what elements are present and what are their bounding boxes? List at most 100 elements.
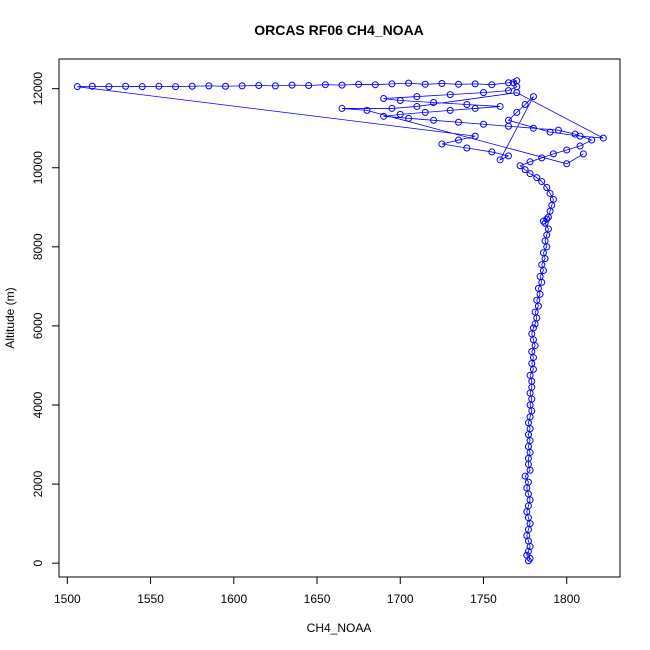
data-point: [221, 82, 229, 90]
data-point: [524, 478, 532, 486]
data-point: [504, 79, 512, 87]
data-point: [579, 150, 587, 158]
data-point: [488, 148, 496, 156]
data-point: [446, 91, 454, 99]
y-tick-label: 2000: [31, 470, 45, 497]
data-point: [524, 547, 532, 555]
data-point: [496, 102, 504, 110]
x-axis: 1500 1550 1600 1650 1700 1750 1800: [54, 576, 580, 606]
data-point: [521, 100, 529, 108]
data-point: [549, 195, 557, 203]
data-point: [205, 82, 213, 90]
data-point: [88, 82, 96, 90]
data-point: [526, 371, 534, 379]
data-point: [105, 83, 113, 91]
data-point: [534, 284, 542, 292]
data-point: [438, 140, 446, 148]
x-tick-label: 1500: [54, 592, 81, 606]
data-point: [513, 89, 521, 97]
data-point: [521, 166, 529, 174]
data-point: [122, 82, 130, 90]
data-point: [521, 472, 529, 480]
data-point: [338, 104, 346, 112]
data-point: [338, 81, 346, 89]
data-point: [363, 106, 371, 114]
data-point: [380, 95, 388, 103]
data-point: [430, 116, 438, 124]
data-point: [563, 146, 571, 154]
data-point: [546, 128, 554, 136]
data-point: [529, 93, 537, 101]
data-point: [455, 136, 463, 144]
data-point: [255, 81, 263, 89]
data-point: [463, 100, 471, 108]
data-point: [405, 114, 413, 122]
data-point: [430, 98, 438, 106]
x-tick-label: 1750: [470, 592, 497, 606]
x-tick-label: 1600: [220, 592, 247, 606]
data-point: [288, 81, 296, 89]
y-tick-label: 6000: [31, 312, 45, 339]
data-point: [421, 80, 429, 88]
data-point: [539, 249, 547, 257]
data-point: [471, 80, 479, 88]
data-point: [554, 126, 562, 134]
data-point: [536, 272, 544, 280]
data-point: [188, 82, 196, 90]
data-point: [599, 134, 607, 142]
data-point: [396, 110, 404, 118]
data-point: [538, 261, 546, 269]
data-point: [541, 219, 549, 227]
data-point: [446, 106, 454, 114]
data-point: [396, 97, 404, 105]
x-tick-label: 1700: [387, 592, 414, 606]
data-point: [305, 81, 313, 89]
data-point: [526, 170, 534, 178]
data-point: [388, 80, 396, 88]
data-point: [413, 102, 421, 110]
data-point: [371, 81, 379, 89]
x-axis-label: CH4_NOAA: [307, 621, 372, 635]
data-point: [529, 124, 537, 132]
data-point: [471, 132, 479, 140]
data-point: [543, 184, 551, 192]
data-point: [138, 83, 146, 91]
data-point: [172, 83, 180, 91]
data-point: [463, 144, 471, 152]
data-point: [405, 79, 413, 87]
data-point: [531, 308, 539, 316]
data-point: [380, 112, 388, 120]
data-point: [321, 81, 329, 89]
y-tick-label: 4000: [31, 391, 45, 418]
data-point: [528, 348, 536, 356]
data-point: [576, 132, 584, 140]
data-point: [513, 108, 521, 116]
data-point: [563, 160, 571, 168]
y-tick-label: 0: [31, 560, 45, 567]
data-point: [533, 174, 541, 182]
data-point: [588, 136, 596, 144]
data-point: [533, 296, 541, 304]
data-point: [516, 162, 524, 170]
data-point: [504, 116, 512, 124]
x-tick-label: 1650: [304, 592, 331, 606]
data-point: [496, 156, 504, 164]
data-point: [479, 120, 487, 128]
data-point: [155, 82, 163, 90]
chart-title: ORCAS RF06 CH4_NOAA: [254, 22, 424, 38]
y-tick-label: 8000: [31, 233, 45, 260]
data-point: [539, 217, 547, 225]
data-point: [479, 89, 487, 97]
x-tick-label: 1800: [553, 592, 580, 606]
data-point: [388, 104, 396, 112]
data-point: [546, 189, 554, 197]
data-point: [538, 154, 546, 162]
data-point: [413, 93, 421, 101]
data-point: [529, 324, 537, 332]
data-point: [355, 80, 363, 88]
data-point: [471, 104, 479, 112]
data-point: [238, 82, 246, 90]
data-series: [73, 77, 607, 565]
data-point: [513, 77, 521, 85]
